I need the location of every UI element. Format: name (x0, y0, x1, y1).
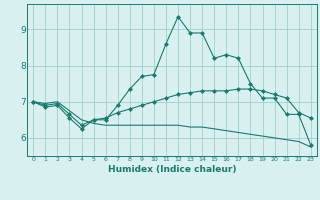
X-axis label: Humidex (Indice chaleur): Humidex (Indice chaleur) (108, 165, 236, 174)
